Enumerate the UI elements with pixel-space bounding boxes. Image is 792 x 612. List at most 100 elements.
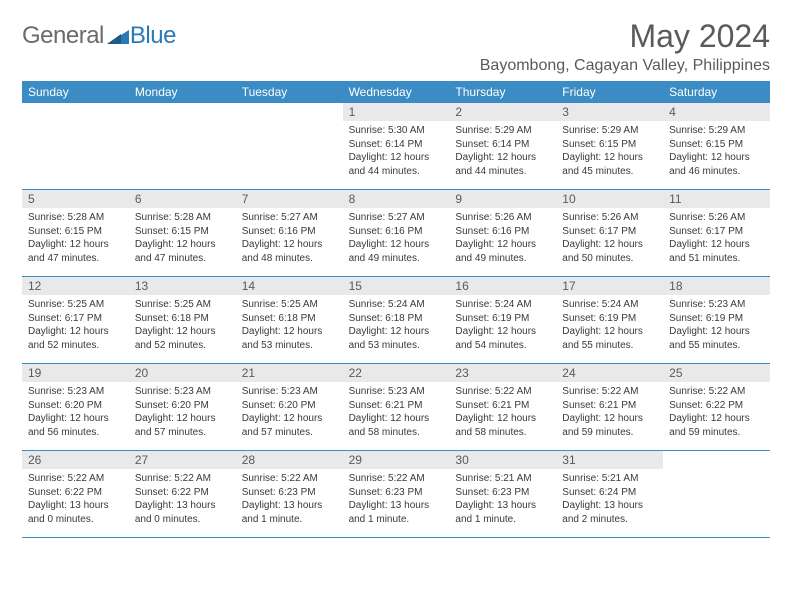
- day-line: Sunset: 6:20 PM: [135, 399, 230, 413]
- day-line: and 58 minutes.: [455, 426, 550, 440]
- day-line: Sunrise: 5:26 AM: [562, 211, 657, 225]
- day-number: 27: [129, 451, 236, 469]
- day-line: Sunrise: 5:22 AM: [562, 385, 657, 399]
- day-line: Sunrise: 5:26 AM: [455, 211, 550, 225]
- day-cell: 20Sunrise: 5:23 AMSunset: 6:20 PMDayligh…: [129, 364, 236, 450]
- day-content: Sunrise: 5:24 AMSunset: 6:18 PMDaylight:…: [343, 295, 450, 355]
- day-cell: 17 Sunrise: 5:24 AMSunset: 6:19 PMDayligh…: [556, 277, 663, 363]
- day-line: Sunset: 6:14 PM: [455, 138, 550, 152]
- day-content: Sunrise: 5:29 AMSunset: 6:14 PMDaylight:…: [449, 121, 556, 181]
- day-cell: 30Sunrise: 5:21 AMSunset: 6:23 PMDayligh…: [449, 451, 556, 537]
- day-line: and 55 minutes.: [669, 339, 764, 353]
- day-line: Daylight: 13 hours: [242, 499, 337, 513]
- day-line: Sunrise: 5:22 AM: [28, 472, 123, 486]
- day-line: Daylight: 12 hours: [242, 325, 337, 339]
- day-line: Sunset: 6:16 PM: [242, 225, 337, 239]
- day-cell: 29Sunrise: 5:22 AMSunset: 6:23 PMDayligh…: [343, 451, 450, 537]
- logo-text-general: General: [22, 22, 104, 50]
- day-content: Sunrise: 5:23 AMSunset: 6:20 PMDaylight:…: [236, 382, 343, 442]
- day-number: 21: [236, 364, 343, 382]
- day-content: Sunrise: 5:27 AMSunset: 6:16 PMDaylight:…: [236, 208, 343, 268]
- day-number: 20: [129, 364, 236, 382]
- day-line: Sunset: 6:19 PM: [562, 312, 657, 326]
- day-number: 4: [663, 103, 770, 121]
- day-number: 10: [556, 190, 663, 208]
- day-line: Sunset: 6:21 PM: [349, 399, 444, 413]
- day-line: and 44 minutes.: [455, 165, 550, 179]
- day-line: Sunset: 6:23 PM: [349, 486, 444, 500]
- day-content: Sunrise: 5:25 AMSunset: 6:17 PMDaylight:…: [22, 295, 129, 355]
- day-line: Sunset: 6:21 PM: [455, 399, 550, 413]
- day-line: and 45 minutes.: [562, 165, 657, 179]
- day-number: 6: [129, 190, 236, 208]
- day-line: and 49 minutes.: [349, 252, 444, 266]
- day-line: Sunset: 6:18 PM: [349, 312, 444, 326]
- location: Bayombong, Cagayan Valley, Philippines: [480, 57, 770, 75]
- day-content: Sunrise: 5:21 AMSunset: 6:23 PMDaylight:…: [449, 469, 556, 529]
- day-line: Sunset: 6:20 PM: [242, 399, 337, 413]
- day-content: Sunrise: 5:26 AMSunset: 6:16 PMDaylight:…: [449, 208, 556, 268]
- day-header: Saturday: [663, 81, 770, 103]
- day-cell: 27Sunrise: 5:22 AMSunset: 6:22 PMDayligh…: [129, 451, 236, 537]
- day-number: 1: [343, 103, 450, 121]
- day-line: Sunrise: 5:27 AM: [349, 211, 444, 225]
- day-cell: [236, 103, 343, 189]
- day-line: and 0 minutes.: [135, 513, 230, 527]
- day-line: Sunrise: 5:23 AM: [135, 385, 230, 399]
- day-line: Sunset: 6:15 PM: [562, 138, 657, 152]
- day-number: 25: [663, 364, 770, 382]
- day-line: and 47 minutes.: [135, 252, 230, 266]
- day-line: Sunset: 6:23 PM: [242, 486, 337, 500]
- day-number: 16: [449, 277, 556, 295]
- day-content: Sunrise: 5:22 AMSunset: 6:22 PMDaylight:…: [129, 469, 236, 529]
- day-line: Daylight: 12 hours: [242, 412, 337, 426]
- day-line: Daylight: 12 hours: [349, 412, 444, 426]
- day-line: Daylight: 12 hours: [562, 151, 657, 165]
- day-line: and 52 minutes.: [135, 339, 230, 353]
- day-line: Sunset: 6:19 PM: [669, 312, 764, 326]
- day-content: Sunrise: 5:27 AMSunset: 6:16 PMDaylight:…: [343, 208, 450, 268]
- day-content: Sunrise: 5:26 AMSunset: 6:17 PMDaylight:…: [556, 208, 663, 268]
- day-line: Daylight: 12 hours: [669, 151, 764, 165]
- day-number: 14: [236, 277, 343, 295]
- day-cell: 31Sunrise: 5:21 AMSunset: 6:24 PMDayligh…: [556, 451, 663, 537]
- day-content: Sunrise: 5:22 AMSunset: 6:21 PMDaylight:…: [449, 382, 556, 442]
- day-header: Wednesday: [343, 81, 450, 103]
- day-cell: 23Sunrise: 5:22 AMSunset: 6:21 PMDayligh…: [449, 364, 556, 450]
- day-line: Sunrise: 5:25 AM: [28, 298, 123, 312]
- day-cell: 11Sunrise: 5:26 AMSunset: 6:17 PMDayligh…: [663, 190, 770, 276]
- day-cell: 10Sunrise: 5:26 AMSunset: 6:17 PMDayligh…: [556, 190, 663, 276]
- day-line: Sunrise: 5:24 AM: [455, 298, 550, 312]
- day-line: Sunset: 6:15 PM: [135, 225, 230, 239]
- day-header: Friday: [556, 81, 663, 103]
- day-number: 30: [449, 451, 556, 469]
- day-line: Sunrise: 5:29 AM: [455, 124, 550, 138]
- day-number: 7: [236, 190, 343, 208]
- day-number: 17: [556, 277, 663, 295]
- day-cell: 25Sunrise: 5:22 AMSunset: 6:22 PMDayligh…: [663, 364, 770, 450]
- day-cell: 8Sunrise: 5:27 AMSunset: 6:16 PMDaylight…: [343, 190, 450, 276]
- day-cell: 4Sunrise: 5:29 AMSunset: 6:15 PMDaylight…: [663, 103, 770, 189]
- day-line: Sunrise: 5:29 AM: [562, 124, 657, 138]
- day-line: Daylight: 12 hours: [349, 151, 444, 165]
- day-line: Sunset: 6:17 PM: [28, 312, 123, 326]
- calendar-page: General Blue May 2024 Bayombong, Cagayan…: [0, 0, 792, 556]
- day-line: Sunrise: 5:24 AM: [562, 298, 657, 312]
- day-line: Sunrise: 5:22 AM: [455, 385, 550, 399]
- day-content: Sunrise: 5:23 AMSunset: 6:20 PMDaylight:…: [22, 382, 129, 442]
- week-row: 26Sunrise: 5:22 AMSunset: 6:22 PMDayligh…: [22, 451, 770, 538]
- day-line: Daylight: 12 hours: [562, 412, 657, 426]
- day-content: Sunrise: 5:23 AMSunset: 6:21 PMDaylight:…: [343, 382, 450, 442]
- day-line: and 57 minutes.: [135, 426, 230, 440]
- day-line: Daylight: 13 hours: [455, 499, 550, 513]
- day-number: 15: [343, 277, 450, 295]
- day-line: Sunrise: 5:22 AM: [669, 385, 764, 399]
- day-line: Daylight: 12 hours: [455, 412, 550, 426]
- day-line: Daylight: 12 hours: [669, 325, 764, 339]
- day-line: and 53 minutes.: [349, 339, 444, 353]
- day-line: Daylight: 12 hours: [135, 238, 230, 252]
- day-line: Daylight: 12 hours: [562, 325, 657, 339]
- day-line: Daylight: 12 hours: [669, 238, 764, 252]
- day-cell: [22, 103, 129, 189]
- day-line: and 49 minutes.: [455, 252, 550, 266]
